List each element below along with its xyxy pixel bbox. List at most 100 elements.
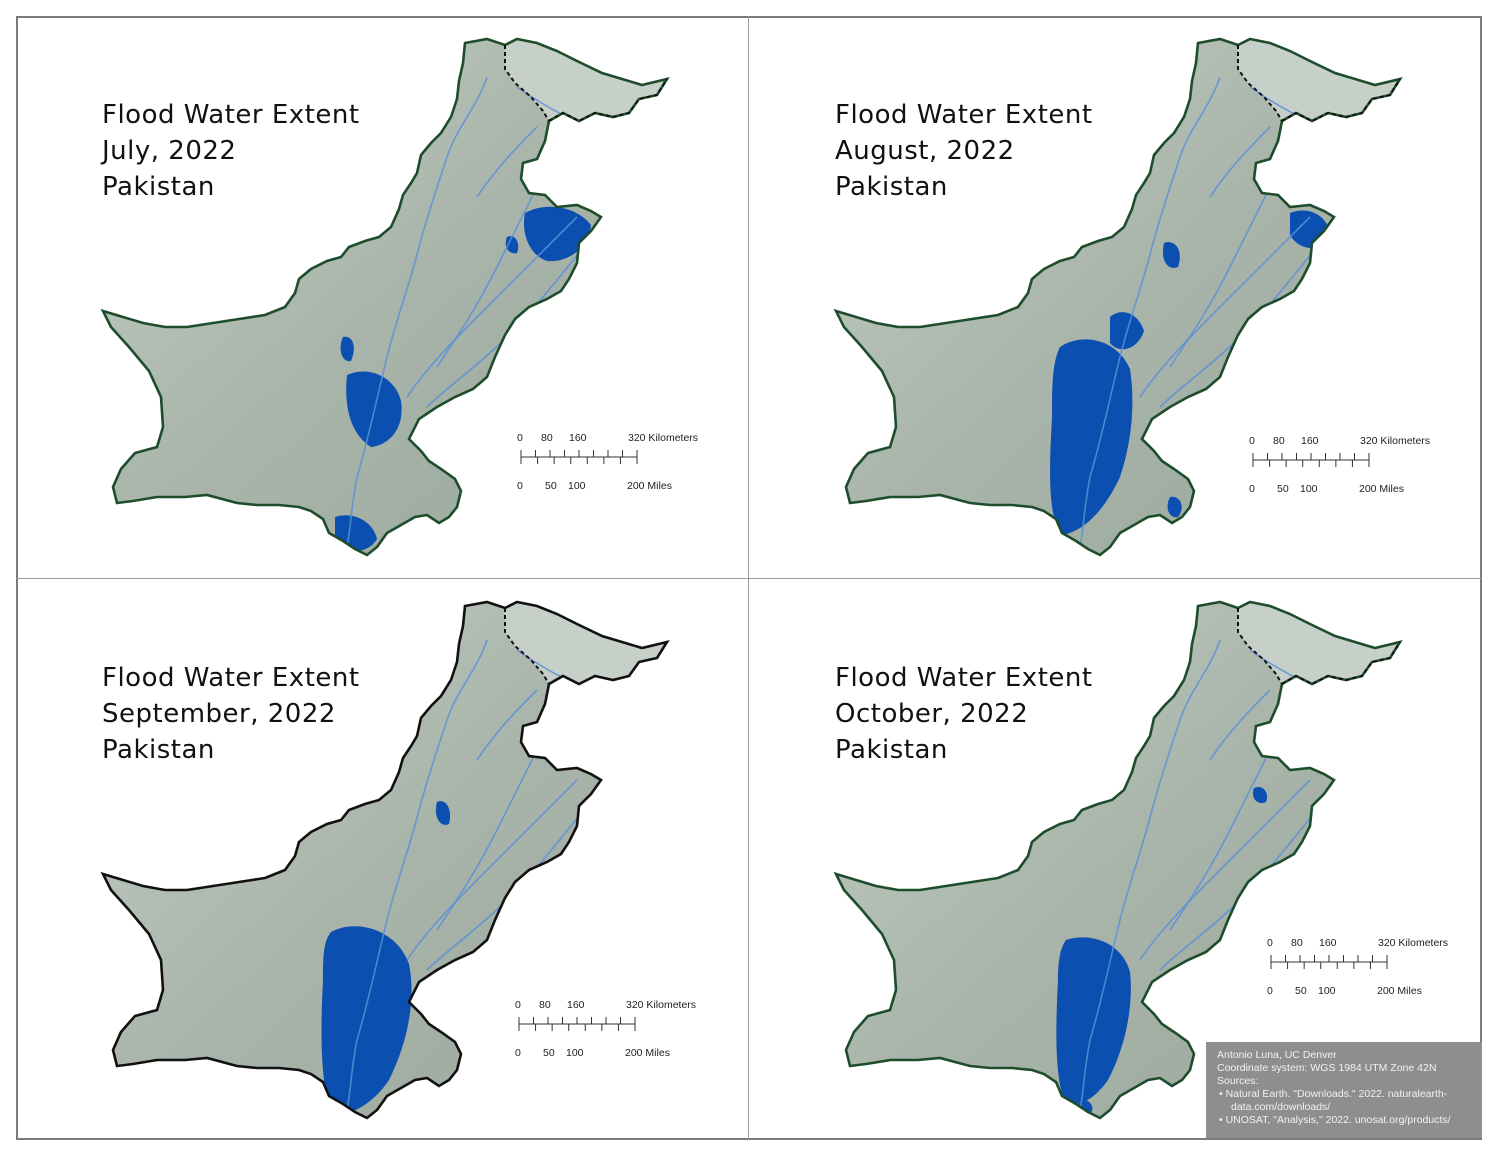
river [1139,779,1311,961]
title-line-3: Pakistan [102,172,215,202]
title-line-2: October, 2022 [835,699,1029,729]
flood-water-layer [335,76,598,552]
river [346,76,488,548]
scale-mi-50: 50 [543,1047,555,1059]
scale-mi-200: 200 Miles [627,480,672,492]
scale-mi-0: 0 [1267,985,1273,997]
flood-area [505,236,519,254]
country-land [103,39,667,555]
river [346,639,488,1111]
country-land [836,602,1400,1118]
credits-source-1-continued: data.com/downloads/ [1231,1101,1331,1113]
scale-mi-0: 0 [515,1047,521,1059]
scale-mi-50: 50 [1277,483,1289,495]
pakistan-map [833,37,1403,557]
scale-mi-0: 0 [1249,483,1255,495]
disputed-boundary [1237,45,1283,122]
credits-source-2-text: UNOSAT, "Analysis," 2022. unosat.org/pro… [1225,1114,1451,1126]
scale-mi-50: 50 [545,480,557,492]
title-line-1: Flood Water Extent [102,663,360,693]
river [476,126,538,198]
scale-km-0: 0 [515,999,521,1011]
scale-km-320: 320 Kilometers [626,999,697,1011]
country-land [103,602,667,1118]
scale-ruler [1270,955,1388,969]
scale-mi-100: 100 [1300,483,1318,495]
title-line-1: Flood Water Extent [835,663,1093,693]
northern-region [1238,39,1400,121]
map-panel-july: Flood Water Extent July, 2022 Pakistan [17,17,749,578]
credits-box: Antonio Luna, UC Denver Coordinate syste… [1206,1042,1482,1138]
scale-km-160: 160 [567,999,585,1011]
river [1209,689,1271,761]
flood-area [1162,242,1180,268]
map-panel-october: Flood Water Extent October, 2022 Pakista… [750,580,1482,1141]
scale-mi-0: 0 [517,480,523,492]
scale-km-320: 320 Kilometers [628,432,699,444]
flood-area [1252,786,1268,804]
country-border [100,37,670,557]
country-border [833,600,1403,1120]
flood-area [435,801,451,825]
country-border [100,600,670,1120]
river [1209,126,1271,198]
scale-km-320: 320 Kilometers [1378,937,1449,949]
credits-coordinate-system: Coordinate system: WGS 1984 UTM Zone 42N [1217,1062,1437,1074]
title-line-1: Flood Water Extent [835,100,1093,130]
credits-source-2: • UNOSAT, "Analysis," 2022. unosat.org/p… [1219,1114,1451,1126]
scale-km-160: 160 [1301,435,1319,447]
scale-km-0: 0 [1267,937,1273,949]
credits-source-1: • Natural Earth. "Downloads." 2022. natu… [1219,1088,1448,1100]
credits-source-1-text: Natural Earth. "Downloads." 2022. natura… [1225,1088,1448,1100]
scale-bar: 0 80 160 320 Kilometers 0 50 100 200 Mil… [515,999,715,1059]
scale-km-80: 80 [539,999,551,1011]
pakistan-map [833,600,1403,1120]
disputed-boundary [504,45,550,122]
northern-region [505,602,667,684]
map-panel-august: Flood Water Extent August, 2022 Pakistan [750,17,1482,578]
title-line-1: Flood Water Extent [102,100,360,130]
northern-region [505,39,667,121]
scale-km-160: 160 [569,432,587,444]
scale-bar: 0 80 160 320 Kilometers 0 50 100 200 Mil… [1249,435,1449,495]
scale-mi-200: 200 Miles [1359,483,1404,495]
river [406,779,578,961]
panel-title: Flood Water Extent August, 2022 Pakistan [835,97,1093,205]
flood-area [321,926,412,1114]
disputed-boundary [548,641,668,686]
scale-mi-50: 50 [1295,985,1307,997]
country-border [833,37,1403,557]
title-line-3: Pakistan [835,172,948,202]
scale-km-0: 0 [517,432,523,444]
panel-title: Flood Water Extent October, 2022 Pakista… [835,660,1093,768]
scale-ruler [518,1017,636,1031]
scale-mi-200: 200 Miles [625,1047,670,1059]
disputed-boundary [548,78,668,123]
scale-mi-100: 100 [1318,985,1336,997]
river [476,689,538,761]
disputed-boundary [1237,608,1283,685]
panel-title: Flood Water Extent July, 2022 Pakistan [102,97,360,205]
river [406,216,578,398]
title-line-3: Pakistan [835,735,948,765]
disputed-boundary [504,608,550,685]
river [1079,76,1221,548]
scale-km-0: 0 [1249,435,1255,447]
scale-km-80: 80 [541,432,553,444]
pakistan-map [100,37,670,557]
map-panel-september: Flood Water Extent September, 2022 Pakis… [17,580,749,1141]
scale-bar: 0 80 160 320 Kilometers 0 50 100 200 Mil… [517,432,717,492]
pakistan-map [100,600,670,1120]
scale-mi-100: 100 [568,480,586,492]
northern-region [1238,602,1400,684]
scale-ruler [1252,453,1370,467]
title-line-3: Pakistan [102,735,215,765]
scale-bar: 0 80 160 320 Kilometers 0 50 100 200 Mil… [1267,937,1467,997]
scale-km-160: 160 [1319,937,1337,949]
flood-area [1056,937,1131,1104]
title-line-2: August, 2022 [835,136,1015,166]
panel-title: Flood Water Extent September, 2022 Pakis… [102,660,360,768]
river [1139,216,1311,398]
scale-km-80: 80 [1291,937,1303,949]
scale-km-80: 80 [1273,435,1285,447]
